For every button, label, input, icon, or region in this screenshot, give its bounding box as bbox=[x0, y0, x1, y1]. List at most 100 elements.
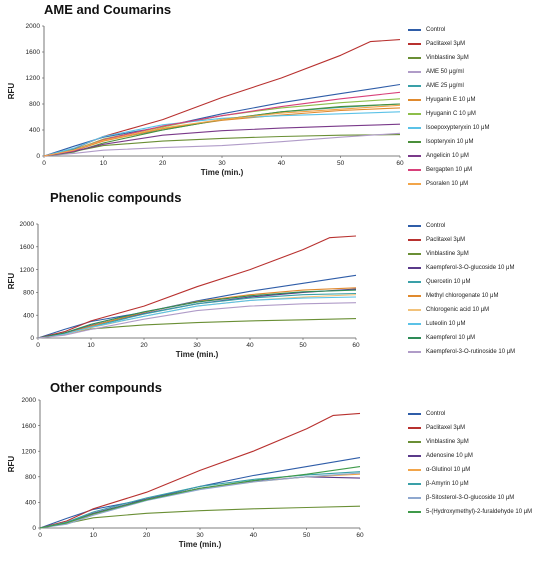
series-line bbox=[37, 235, 357, 339]
series-line bbox=[43, 107, 401, 157]
series-line bbox=[39, 412, 361, 529]
x-tick-label: 60 bbox=[396, 160, 404, 167]
legend-label: Paclitaxel 3μM bbox=[426, 237, 466, 243]
legend-swatch bbox=[408, 511, 421, 513]
legend-swatch bbox=[408, 127, 421, 129]
y-axis-label: RFU bbox=[7, 273, 16, 290]
legend-label: Kaempferol 10 μM bbox=[426, 335, 476, 341]
y-tick-label: 0 bbox=[30, 335, 34, 342]
legend-swatch bbox=[408, 441, 421, 443]
legend-label: Control bbox=[426, 27, 446, 33]
legend-label: AME 50 μg/ml bbox=[426, 69, 464, 75]
y-tick-label: 2000 bbox=[26, 23, 41, 30]
x-tick-label: 30 bbox=[193, 342, 201, 349]
legend-label: Bergapten 10 μM bbox=[426, 167, 473, 173]
x-tick-label: 60 bbox=[356, 532, 364, 539]
legend-swatch bbox=[408, 351, 421, 353]
y-axis-label: RFU bbox=[7, 83, 16, 100]
y-tick-label: 400 bbox=[23, 312, 34, 319]
series-line bbox=[39, 476, 361, 529]
legend-label: Kaempferol-3-O-rutinoside 10 μM bbox=[426, 349, 516, 355]
series-line bbox=[43, 103, 401, 157]
legend-swatch bbox=[408, 483, 421, 485]
series-line bbox=[43, 104, 401, 157]
chart-panel-phenolic-compounds: Phenolic compounds 0 400 800 1200 1600 2000 0 1… bbox=[0, 188, 538, 372]
x-tick-label: 0 bbox=[38, 532, 42, 539]
y-tick-label: 0 bbox=[36, 153, 40, 160]
series-line bbox=[43, 103, 401, 157]
legend-swatch bbox=[408, 113, 421, 115]
x-tick-label: 0 bbox=[36, 342, 40, 349]
legend-label: Paclitaxel 3μM bbox=[426, 41, 466, 47]
legend-label: α-Glutinol 10 μM bbox=[426, 467, 471, 473]
x-tick-label: 0 bbox=[42, 160, 46, 167]
legend-label: Isopteryxin 10 μM bbox=[426, 139, 474, 145]
x-tick-label: 30 bbox=[218, 160, 226, 167]
line-chart: 0 400 800 1200 1600 2000 0 10 20 30 40 50 60 Time (mi… bbox=[7, 397, 364, 549]
series-line bbox=[43, 83, 401, 157]
x-tick-label: 40 bbox=[246, 342, 254, 349]
series-line bbox=[43, 111, 401, 157]
legend-label: Hyuganin C 10 μM bbox=[426, 111, 476, 117]
legend-label: Control bbox=[426, 223, 446, 229]
y-tick-label: 1600 bbox=[22, 423, 37, 430]
y-tick-label: 800 bbox=[23, 290, 34, 297]
legend-swatch bbox=[408, 57, 421, 59]
legend-swatch bbox=[408, 155, 421, 157]
series-line bbox=[37, 292, 357, 339]
legend-swatch bbox=[408, 253, 421, 255]
chart-title: Other compounds bbox=[50, 380, 162, 395]
x-tick-label: 30 bbox=[196, 532, 204, 539]
legend-swatch bbox=[408, 427, 421, 429]
series-line bbox=[39, 466, 361, 529]
legend-swatch bbox=[408, 29, 421, 31]
chart-title: Phenolic compounds bbox=[50, 190, 182, 205]
series-line bbox=[39, 473, 361, 529]
y-axis-label: RFU bbox=[7, 456, 16, 473]
legend-swatch bbox=[408, 413, 421, 415]
series-line bbox=[37, 289, 357, 339]
legend-swatch bbox=[408, 225, 421, 227]
y-tick-label: 1600 bbox=[20, 244, 35, 251]
y-tick-label: 800 bbox=[29, 101, 40, 108]
legend-swatch bbox=[408, 469, 421, 471]
legend-label: Chlorogenic acid 10 μM bbox=[426, 307, 490, 313]
legend-swatch bbox=[408, 85, 421, 87]
legend-swatch bbox=[408, 309, 421, 311]
x-tick-label: 20 bbox=[159, 160, 167, 167]
x-tick-label: 50 bbox=[303, 532, 311, 539]
legend-label: Angelicin 10 μM bbox=[426, 153, 469, 159]
x-tick-label: 50 bbox=[337, 160, 345, 167]
legend-label: Vinblastine 3μM bbox=[426, 439, 469, 445]
legend-swatch bbox=[408, 183, 421, 185]
chart-title: AME and Coumarins bbox=[44, 2, 172, 17]
x-axis-label: Time (min.) bbox=[179, 540, 222, 549]
legend-label: Hyuganin E 10 μM bbox=[426, 97, 476, 103]
series-line bbox=[43, 132, 401, 157]
legend-swatch bbox=[408, 337, 421, 339]
series-line bbox=[43, 123, 401, 157]
legend-swatch bbox=[408, 43, 421, 45]
legend-label: AME 25 μg/ml bbox=[426, 83, 464, 89]
legend-label: β-Sitosterol-3-O-glucoside 10 μM bbox=[426, 495, 515, 501]
x-tick-label: 50 bbox=[299, 342, 307, 349]
series-line bbox=[39, 471, 361, 529]
y-tick-label: 2000 bbox=[20, 221, 35, 228]
legend-label: Control bbox=[426, 411, 446, 417]
y-tick-label: 1600 bbox=[26, 49, 41, 56]
legend-swatch bbox=[408, 99, 421, 101]
legend-label: Kaempferol-3-O-glucoside 10 μM bbox=[426, 265, 515, 271]
legend-label: Vinblastine 3μM bbox=[426, 55, 469, 61]
line-chart: 0 400 800 1200 1600 2000 0 10 20 30 40 50 60 Time (mi… bbox=[7, 221, 360, 359]
x-tick-label: 10 bbox=[90, 532, 98, 539]
legend-label: 5-(Hydroxymethyl)-2-furaldehyde 10 μM bbox=[426, 509, 533, 515]
x-tick-label: 40 bbox=[278, 160, 286, 167]
y-tick-label: 1200 bbox=[22, 448, 37, 455]
legend-label: Psoralen 10 μM bbox=[426, 181, 469, 187]
series-line bbox=[39, 457, 361, 529]
y-tick-label: 0 bbox=[32, 525, 36, 532]
legend-label: β-Amyrin 10 μM bbox=[426, 481, 469, 487]
legend-label: Luteolin 10 μM bbox=[426, 321, 466, 327]
x-tick-label: 20 bbox=[143, 532, 151, 539]
series-line bbox=[37, 302, 357, 339]
